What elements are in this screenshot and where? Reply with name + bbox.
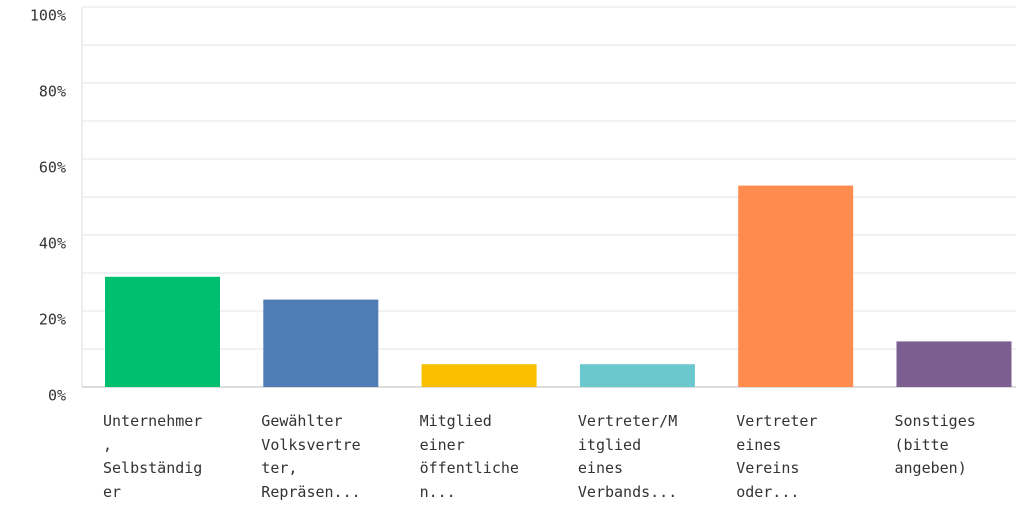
bar [105, 276, 220, 387]
x-tick-label: Sonstiges (bitte angeben) [894, 412, 976, 477]
bar [738, 185, 854, 387]
y-tick-label: 80% [39, 83, 66, 101]
bar [263, 299, 379, 387]
y-tick-label: 0% [48, 387, 66, 405]
bar [579, 364, 695, 387]
bar [896, 341, 1012, 387]
y-tick-label: 20% [39, 311, 66, 329]
x-tick-label: Vertreter/M itglied eines Verbands... [577, 412, 678, 501]
x-tick-label: Gewählter Volksvertre ter, Repräsen... [261, 412, 361, 501]
bar [421, 364, 537, 387]
x-tick-label: Vertreter eines Vereins oder... [736, 412, 818, 501]
y-tick-label: 100% [30, 7, 66, 25]
x-tick-label: Unternehmer , Selbständig er [103, 412, 203, 501]
y-tick-label: 60% [39, 159, 66, 177]
x-tick-label: Mitglied einer öffentliche n... [419, 412, 519, 501]
y-tick-label: 40% [39, 235, 66, 253]
